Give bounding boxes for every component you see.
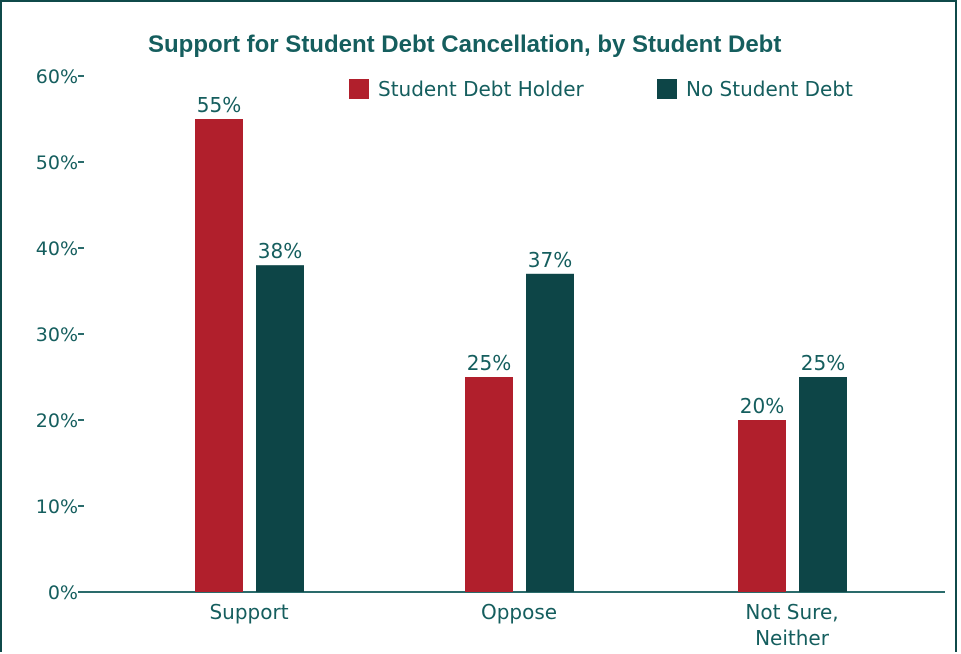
bar <box>195 119 243 592</box>
y-tick-label: 20% <box>36 410 78 432</box>
data-label: 25% <box>467 351 511 375</box>
legend: Student Debt Holder No Student Debt <box>349 77 853 101</box>
y-tick-label: 30% <box>36 324 78 346</box>
y-tick-label: 50% <box>36 152 78 174</box>
data-label: 55% <box>197 93 241 117</box>
x-category-label: Neither <box>755 626 830 650</box>
x-category-label: Oppose <box>481 600 557 624</box>
y-tick-label: 0% <box>48 582 78 604</box>
x-axis-categories: Support Oppose Not Sure,Neither <box>209 600 838 650</box>
legend-label: Student Debt Holder <box>378 77 585 101</box>
bar <box>526 273 574 592</box>
x-category-label: Not Sure, <box>745 600 838 624</box>
data-label: 25% <box>801 351 845 375</box>
legend-label: No Student Debt <box>686 77 853 101</box>
bar <box>799 377 847 592</box>
data-label: 38% <box>258 239 302 263</box>
y-tick-label: 40% <box>36 238 78 260</box>
x-category-label: Support <box>209 600 288 624</box>
y-tick-label: 60% <box>36 66 78 88</box>
bar <box>465 377 513 592</box>
bar <box>256 265 304 592</box>
bars: 55% 25% 20% 38% 37% 25% <box>195 93 847 592</box>
bar <box>738 420 786 592</box>
y-axis: 0% 10% 20% 30% 40% 50% 60% <box>36 66 84 604</box>
data-label: 37% <box>528 248 572 272</box>
legend-swatch <box>349 79 369 99</box>
legend-swatch <box>657 79 677 99</box>
data-label: 20% <box>740 394 784 418</box>
chart-title: Support for Student Debt Cancellation, b… <box>148 31 781 58</box>
y-tick-label: 10% <box>36 496 78 518</box>
